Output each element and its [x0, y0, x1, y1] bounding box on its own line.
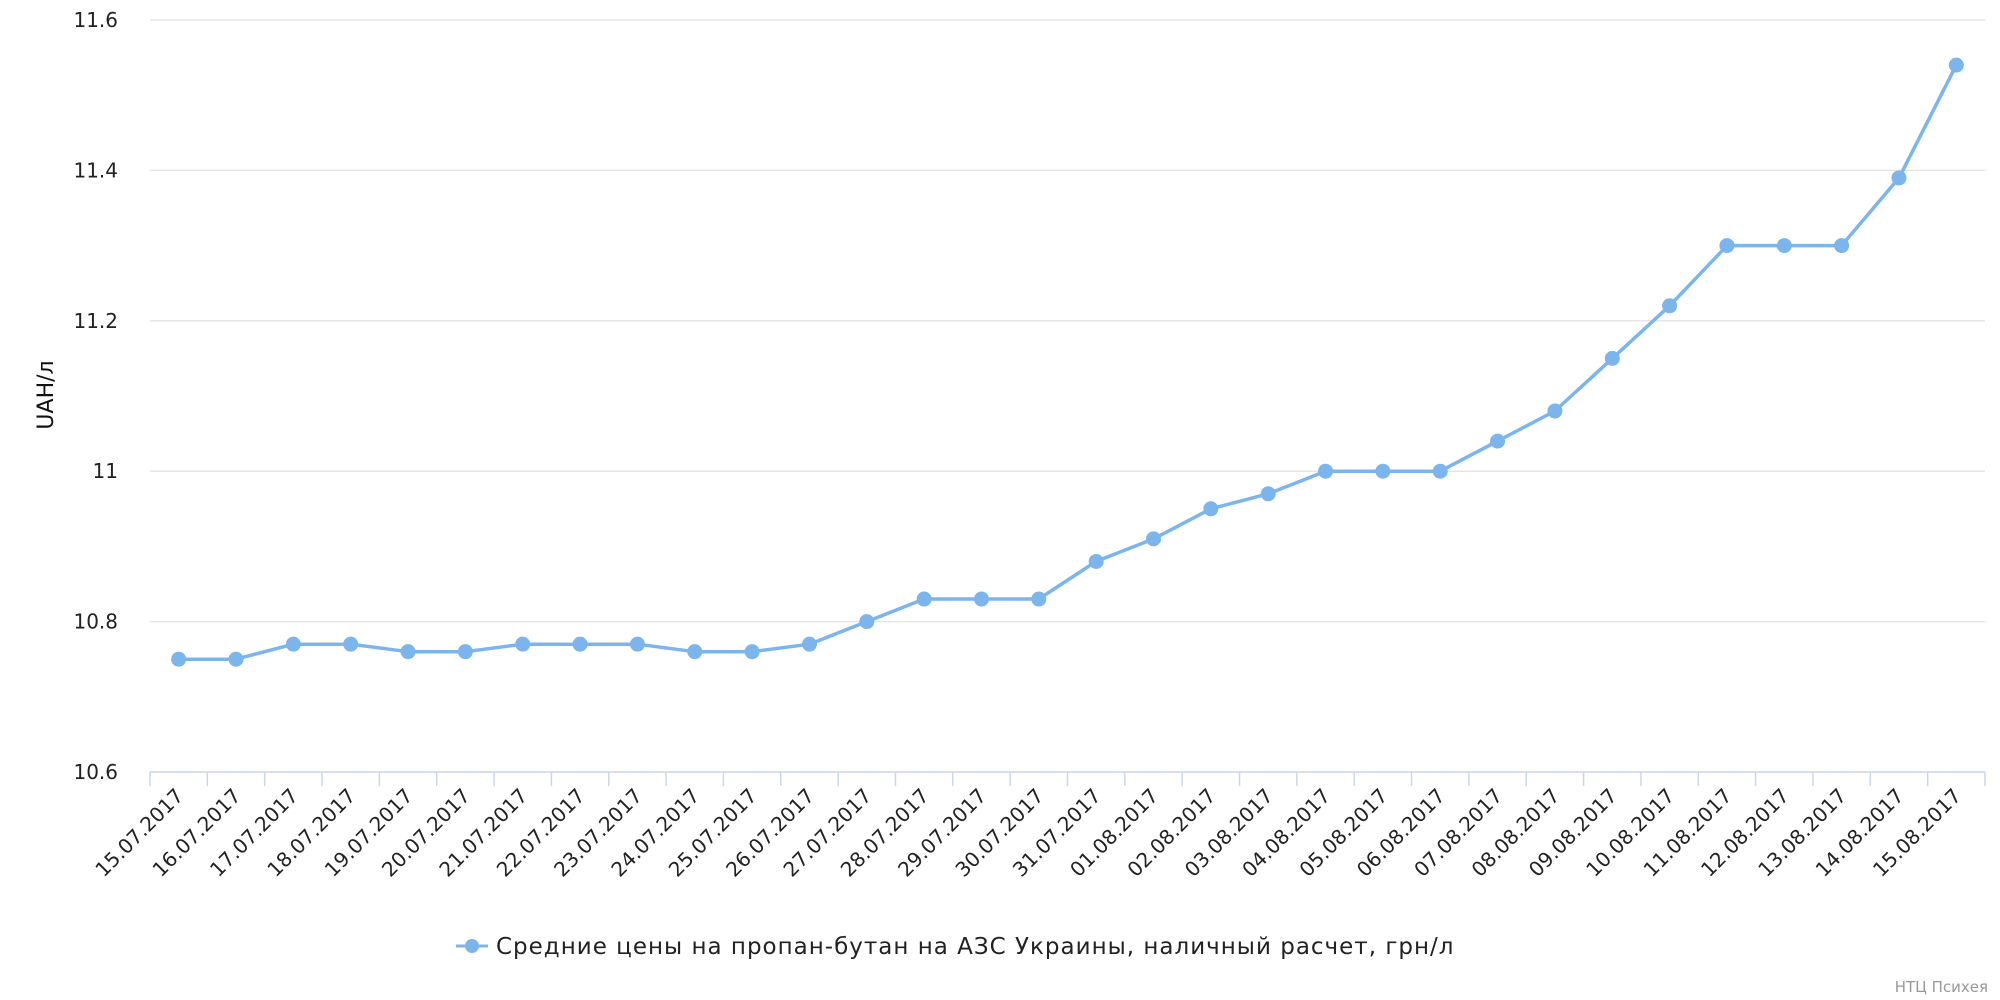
data-point[interactable]: [1834, 238, 1850, 254]
x-axis: 15.07.201716.07.201717.07.201718.07.2017…: [90, 771, 1986, 882]
data-point[interactable]: [228, 651, 244, 667]
data-point[interactable]: [1318, 463, 1334, 479]
y-tick-label: 10.6: [73, 760, 118, 784]
data-point[interactable]: [1260, 486, 1276, 502]
series-line[interactable]: [171, 57, 1964, 667]
data-point[interactable]: [916, 591, 932, 607]
y-tick-label: 10.8: [73, 610, 118, 634]
y-tick-label: 11: [93, 459, 118, 483]
data-point[interactable]: [1146, 531, 1162, 547]
data-point[interactable]: [285, 636, 301, 652]
y-axis-label: UAH/л: [34, 360, 59, 429]
data-point[interactable]: [400, 644, 416, 660]
data-point[interactable]: [171, 651, 187, 667]
data-point[interactable]: [1948, 57, 1964, 73]
data-point[interactable]: [1490, 433, 1506, 449]
data-point[interactable]: [1031, 591, 1047, 607]
data-point[interactable]: [801, 636, 817, 652]
data-point[interactable]: [1776, 238, 1792, 254]
legend-label[interactable]: Средние цены на пропан-бутан на АЗС Укра…: [496, 934, 1455, 960]
legend-marker-icon: [465, 939, 479, 953]
data-point[interactable]: [1604, 350, 1620, 366]
data-point[interactable]: [572, 636, 588, 652]
legend[interactable]: Средние цены на пропан-бутан на АЗС Укра…: [456, 934, 1455, 960]
data-point[interactable]: [1891, 170, 1907, 186]
data-point[interactable]: [744, 644, 760, 660]
data-point[interactable]: [859, 614, 875, 630]
grid-lines: [150, 19, 1985, 623]
data-point[interactable]: [1547, 403, 1563, 419]
data-point[interactable]: [629, 636, 645, 652]
data-point[interactable]: [1203, 501, 1219, 517]
data-point[interactable]: [1088, 553, 1104, 569]
y-tick-label: 11.2: [73, 309, 118, 333]
data-point[interactable]: [1432, 463, 1448, 479]
y-tick-label: 11.4: [73, 158, 118, 182]
data-point[interactable]: [973, 591, 989, 607]
data-point[interactable]: [1662, 298, 1678, 314]
data-point[interactable]: [687, 644, 703, 660]
data-point[interactable]: [457, 644, 473, 660]
data-point[interactable]: [1375, 463, 1391, 479]
credit-text[interactable]: НТЦ Психея: [1895, 978, 1988, 996]
y-tick-label: 11.6: [73, 8, 118, 32]
data-point[interactable]: [1719, 238, 1735, 254]
data-point[interactable]: [515, 636, 531, 652]
data-point[interactable]: [343, 636, 359, 652]
y-axis-ticks: 10.6 10.8 11 11.2 11.4 11.6: [73, 8, 118, 784]
series-path: [178, 64, 1958, 661]
